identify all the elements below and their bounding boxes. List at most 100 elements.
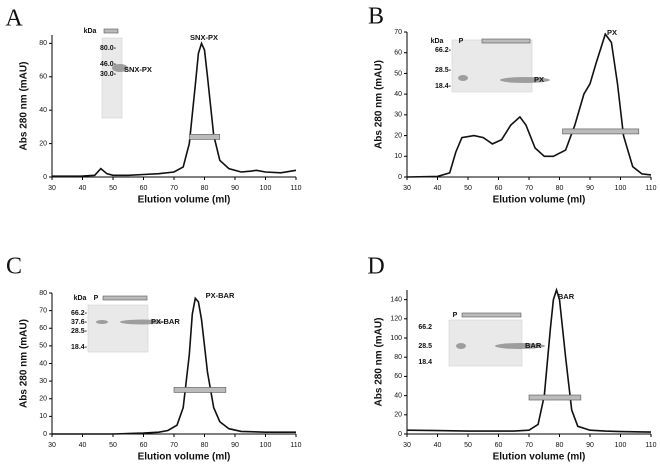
x-tick-label: 60 [495, 442, 503, 449]
gel-lane: P [459, 38, 464, 45]
y-tick-label: 80 [39, 290, 47, 297]
y-tick-label: 100 [390, 335, 402, 342]
gel-marker: 80.0- [100, 45, 117, 52]
y-tick-label: 40 [394, 91, 402, 98]
gel-marker: 18.4- [435, 83, 452, 90]
y-tick-label: 60 [394, 373, 402, 380]
gel-image [101, 37, 123, 119]
fraction-bar [461, 312, 522, 318]
x-tick-label: 100 [615, 442, 627, 449]
y-tick-label: 140 [390, 296, 402, 303]
x-tick-label: 50 [464, 442, 472, 449]
x-tick-label: 70 [170, 185, 178, 192]
y-tick-label: 0 [398, 174, 402, 181]
gel-band [500, 77, 550, 83]
gel-marker: 66.2 [418, 324, 432, 331]
x-tick-label: 110 [290, 185, 301, 192]
x-tick-label: 90 [231, 185, 239, 192]
x-tick-label: 80 [201, 185, 209, 192]
y-tick-label: 0 [398, 431, 402, 438]
gel-marker: 18.4- [71, 344, 88, 351]
gel-marker: 46.0- [100, 61, 117, 68]
y-tick-label: 120 [390, 316, 402, 323]
panel-label: D [367, 254, 384, 280]
panel-label: C [6, 254, 22, 280]
y-tick-label: 0 [43, 174, 47, 181]
y-axis-label: Abs 280 nm (mAU) [19, 62, 30, 151]
gel-image [451, 39, 533, 93]
x-tick-label: 110 [645, 442, 656, 449]
x-tick-label: 70 [170, 442, 178, 449]
fraction-bar [103, 28, 119, 34]
gel-band [456, 343, 466, 349]
gel-lane: P [453, 312, 458, 319]
x-tick-label: 70 [525, 185, 533, 192]
y-tick-label: 20 [39, 396, 47, 403]
y-tick-label: 0 [43, 431, 47, 438]
x-tick-label: 80 [556, 185, 564, 192]
x-tick-label: 30 [403, 185, 411, 192]
gel-band [96, 320, 108, 324]
y-tick-label: 70 [39, 307, 47, 314]
gel-marker: 28.5- [71, 328, 88, 335]
x-tick-label: 60 [495, 185, 503, 192]
x-tick-label: 100 [615, 185, 627, 192]
y-tick-label: 60 [39, 74, 47, 81]
x-tick-label: 60 [140, 185, 148, 192]
y-tick-label: 60 [394, 50, 402, 57]
gel-band-label: SNX-PX [124, 65, 152, 74]
x-tick-label: 50 [464, 185, 472, 192]
gel-marker: 28.5- [435, 67, 452, 74]
gel-marker: 66.2- [71, 310, 88, 317]
x-tick-label: 60 [140, 442, 148, 449]
x-tick-label: 50 [109, 442, 117, 449]
elution-curve [52, 41, 297, 177]
y-tick-label: 80 [394, 354, 402, 361]
elution-curve [406, 32, 652, 178]
x-axis-label: Elution volume (ml) [138, 195, 231, 206]
x-tick-label: 110 [645, 185, 656, 192]
gel-band [112, 64, 128, 72]
y-tick-label: 80 [39, 40, 47, 47]
pooled-fractions [173, 387, 227, 393]
gel-band-label: PX-BAR [151, 317, 180, 326]
y-tick-label: 50 [394, 70, 402, 77]
x-tick-label: 100 [260, 185, 272, 192]
gel-lane: P [94, 295, 99, 302]
gel-image [87, 304, 149, 353]
peak-label: PX [607, 28, 617, 37]
gel-image [448, 319, 523, 367]
pooled-fractions [188, 134, 221, 140]
gel-band-label: PX [534, 75, 544, 84]
gel-header: kDa [74, 295, 87, 302]
x-tick-label: 30 [403, 442, 411, 449]
gel-band [458, 75, 468, 81]
x-tick-label: 90 [231, 442, 239, 449]
y-tick-label: 20 [394, 132, 402, 139]
pooled-fractions [528, 394, 582, 401]
y-tick-label: 10 [394, 153, 402, 160]
x-tick-label: 100 [260, 442, 272, 449]
x-tick-label: 50 [109, 185, 117, 192]
x-tick-label: 40 [434, 442, 442, 449]
x-tick-label: 30 [48, 442, 56, 449]
x-tick-label: 90 [586, 185, 594, 192]
y-tick-label: 60 [39, 325, 47, 332]
x-tick-label: 80 [556, 442, 564, 449]
y-tick-label: 40 [394, 392, 402, 399]
panel-label: B [368, 4, 384, 30]
gel-band [495, 343, 545, 349]
x-tick-label: 110 [290, 442, 301, 449]
y-axis-label: Abs 280 nm (mAU) [374, 318, 385, 407]
gel-marker: 30.0- [100, 71, 117, 78]
y-axis-label: Abs 280 nm (mAU) [19, 319, 30, 408]
gel-marker: 28.5 [418, 343, 432, 350]
peak-label: PX-BAR [206, 291, 235, 300]
x-tick-label: 40 [79, 442, 87, 449]
gel-header: kDa [84, 28, 97, 35]
peak-label: BAR [558, 292, 575, 301]
y-tick-label: 30 [39, 378, 47, 385]
gel-band [120, 319, 164, 325]
pooled-fractions [562, 128, 640, 135]
